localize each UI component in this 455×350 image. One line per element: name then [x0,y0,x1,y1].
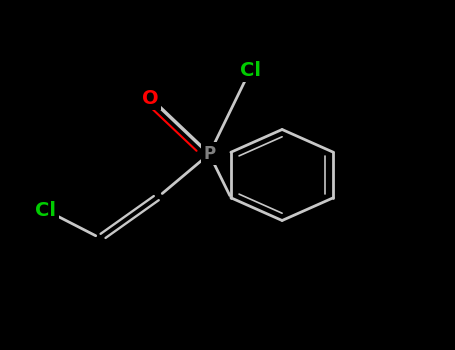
Text: Cl: Cl [240,61,261,79]
Text: Cl: Cl [35,201,56,219]
Text: P: P [203,145,215,163]
Text: O: O [142,89,158,107]
